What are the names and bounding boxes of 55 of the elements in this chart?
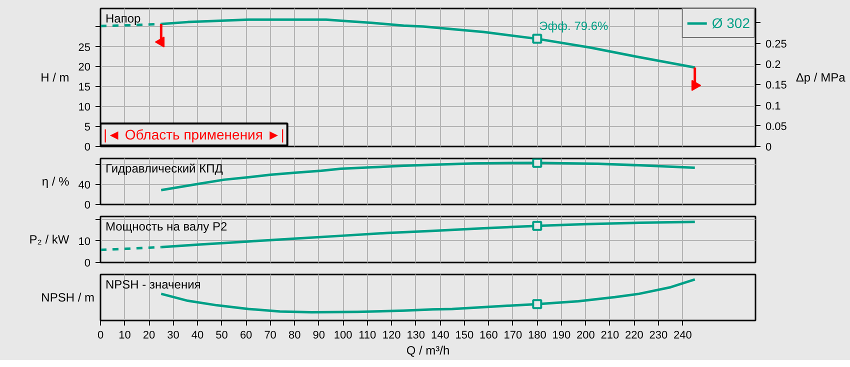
chart-title: NPSH - значения bbox=[106, 278, 201, 292]
x-tick-label: 120 bbox=[382, 330, 401, 342]
y2-tick-label: 0.25 bbox=[766, 38, 787, 51]
y2-tick-label: 0 bbox=[766, 142, 772, 154]
y-tick-label: 20 bbox=[78, 62, 91, 74]
x-tick-label: 130 bbox=[406, 330, 426, 342]
x-axis-title: Q / m³/h bbox=[406, 344, 450, 358]
x-tick-label: 140 bbox=[430, 330, 450, 342]
x-tick-label: 150 bbox=[455, 330, 474, 342]
y-tick-label: 0 bbox=[84, 142, 91, 154]
x-tick-label: 230 bbox=[649, 330, 668, 342]
y-tick-label: 5 bbox=[84, 122, 91, 134]
x-tick-label: 40 bbox=[191, 330, 204, 342]
y-axis-title: H / m bbox=[40, 70, 70, 84]
chart-title: Напор bbox=[106, 12, 142, 26]
annotation: Эфф. 79.6% bbox=[539, 18, 609, 33]
chart-title: Гидравлический КПД bbox=[106, 162, 223, 176]
annotation: |◄ Область применения ►| bbox=[104, 126, 284, 142]
x-tick-label: 10 bbox=[118, 330, 131, 342]
y2-axis-title: Δp / MPa bbox=[796, 70, 846, 84]
x-tick-label: 200 bbox=[576, 330, 595, 342]
y2-tick-label: 0.15 bbox=[766, 80, 787, 92]
point bbox=[532, 34, 542, 44]
x-tick-label: 220 bbox=[625, 330, 644, 342]
x-tick-label: 30 bbox=[167, 330, 180, 342]
x-tick-label: 160 bbox=[479, 330, 498, 342]
y-tick-label: 40 bbox=[78, 180, 91, 192]
x-tick-label: 210 bbox=[600, 330, 620, 342]
legend-label: Ø 302 bbox=[712, 15, 750, 31]
x-tick-label: 170 bbox=[504, 330, 522, 342]
y-tick-label: 10 bbox=[78, 236, 91, 248]
x-tick-label: 20 bbox=[142, 330, 156, 342]
y-axis-title: η / % bbox=[42, 174, 70, 188]
x-tick-label: 70 bbox=[264, 330, 276, 342]
y-tick-label: 10 bbox=[78, 102, 91, 114]
y-tick-label: 25 bbox=[78, 42, 91, 54]
y-axis-title: P₂ / kW bbox=[29, 232, 70, 246]
x-tick-label: 90 bbox=[312, 330, 325, 342]
y-tick-label: 15 bbox=[78, 82, 91, 94]
y-tick-label: 0 bbox=[84, 200, 91, 212]
x-tick-label: 60 bbox=[240, 330, 252, 342]
x-tick-label: 80 bbox=[288, 330, 301, 342]
x-tick-label: 50 bbox=[216, 330, 228, 342]
y-tick-label: 0 bbox=[84, 258, 91, 270]
x-tick-label: 100 bbox=[334, 330, 352, 342]
chart-title: Мощность на валу P2 bbox=[106, 220, 228, 234]
y2-tick-label: 0.2 bbox=[766, 59, 781, 72]
x-tick-label: 110 bbox=[358, 330, 376, 342]
x-tick-label: 190 bbox=[552, 330, 571, 342]
x-tick-label: 180 bbox=[528, 330, 546, 342]
x-tick-label: 0 bbox=[97, 330, 104, 342]
y-axis-title: NPSH / m bbox=[41, 290, 95, 304]
y2-tick-label: 0.05 bbox=[766, 120, 787, 133]
y2-tick-label: 0.1 bbox=[766, 100, 781, 112]
x-tick-label: 240 bbox=[674, 330, 692, 342]
